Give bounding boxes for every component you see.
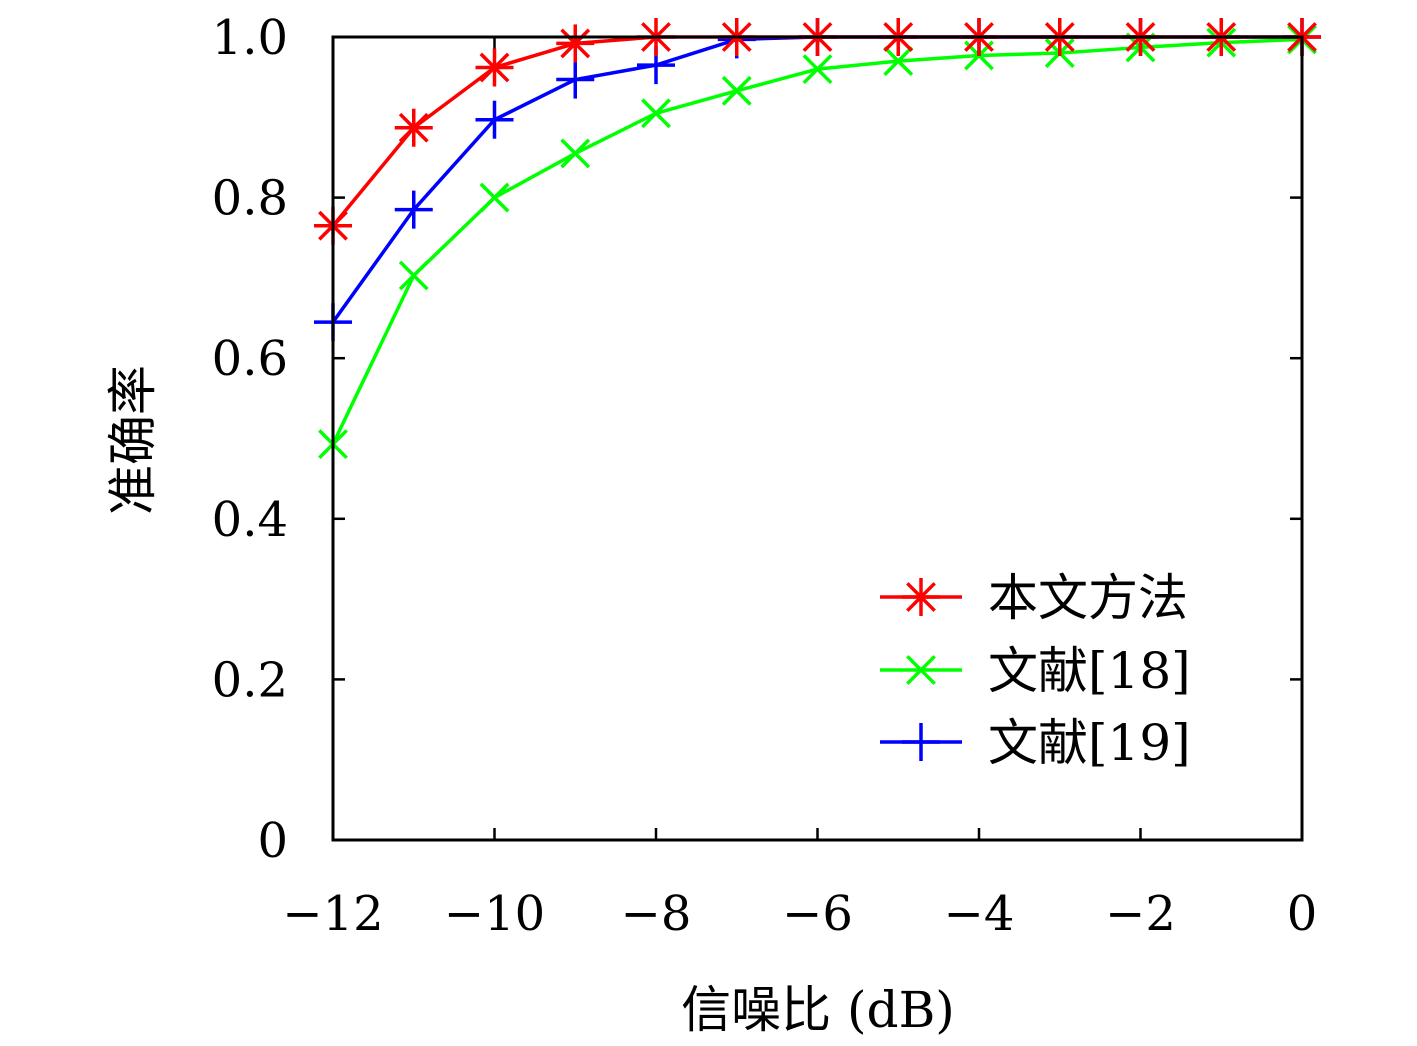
data-point-marker bbox=[475, 100, 514, 139]
plot-frame bbox=[331, 35, 1304, 842]
data-point-marker bbox=[721, 75, 752, 106]
data-point-marker bbox=[556, 60, 595, 99]
data-point-marker bbox=[883, 46, 914, 77]
data-point-marker bbox=[475, 48, 514, 87]
data-point-marker bbox=[560, 138, 591, 169]
series-line bbox=[331, 37, 1303, 445]
data-point-marker bbox=[902, 578, 940, 616]
data-point-marker bbox=[802, 54, 833, 85]
x-tick-label: −6 bbox=[782, 886, 853, 942]
y-tick-label: 0.8 bbox=[212, 171, 288, 227]
y-tick-label: 0.2 bbox=[212, 652, 288, 708]
legend-label: 文献[19] bbox=[988, 714, 1191, 772]
x-tick-label: −10 bbox=[444, 886, 545, 942]
x-axis-title: 信噪比 (dB) bbox=[681, 981, 955, 1039]
y-tick-label: 0.4 bbox=[212, 492, 288, 548]
x-tick-label: −8 bbox=[621, 886, 692, 942]
y-tick-label: 0.6 bbox=[212, 331, 288, 387]
y-tick-label: 1.0 bbox=[212, 10, 288, 66]
data-point-marker bbox=[906, 655, 936, 685]
legend-item: 文献[19] bbox=[880, 714, 1191, 772]
legend-item: 文献[18] bbox=[880, 642, 1191, 700]
x-tick-label: 0 bbox=[1287, 886, 1318, 942]
x-tick-label: −12 bbox=[282, 886, 383, 942]
data-point-marker bbox=[394, 190, 433, 229]
x-tick-label: −4 bbox=[944, 886, 1015, 942]
series-2 bbox=[314, 18, 1321, 342]
series-group bbox=[314, 18, 1321, 460]
legend-item: 本文方法 bbox=[880, 569, 1188, 627]
data-point-marker bbox=[398, 260, 429, 291]
x-tick-label: −2 bbox=[1105, 886, 1176, 942]
series-1 bbox=[318, 24, 1317, 460]
axis-ticks: −12 −10 −8 −6 −4 −2 0 0 0.2 0.4 0.6 0.8 1.0 bbox=[212, 10, 1318, 942]
data-point-marker bbox=[394, 108, 433, 147]
data-point-marker bbox=[479, 182, 510, 213]
y-axis-title: 准确率 bbox=[104, 365, 162, 515]
data-point-marker bbox=[641, 98, 671, 129]
data-point-marker bbox=[902, 723, 940, 761]
legend-label: 文献[18] bbox=[988, 642, 1191, 700]
data-point-marker bbox=[556, 24, 595, 63]
series-line bbox=[331, 35, 1302, 227]
legend-label: 本文方法 bbox=[988, 569, 1188, 627]
series-0 bbox=[314, 18, 1321, 245]
y-tick-label: 0 bbox=[257, 813, 288, 869]
